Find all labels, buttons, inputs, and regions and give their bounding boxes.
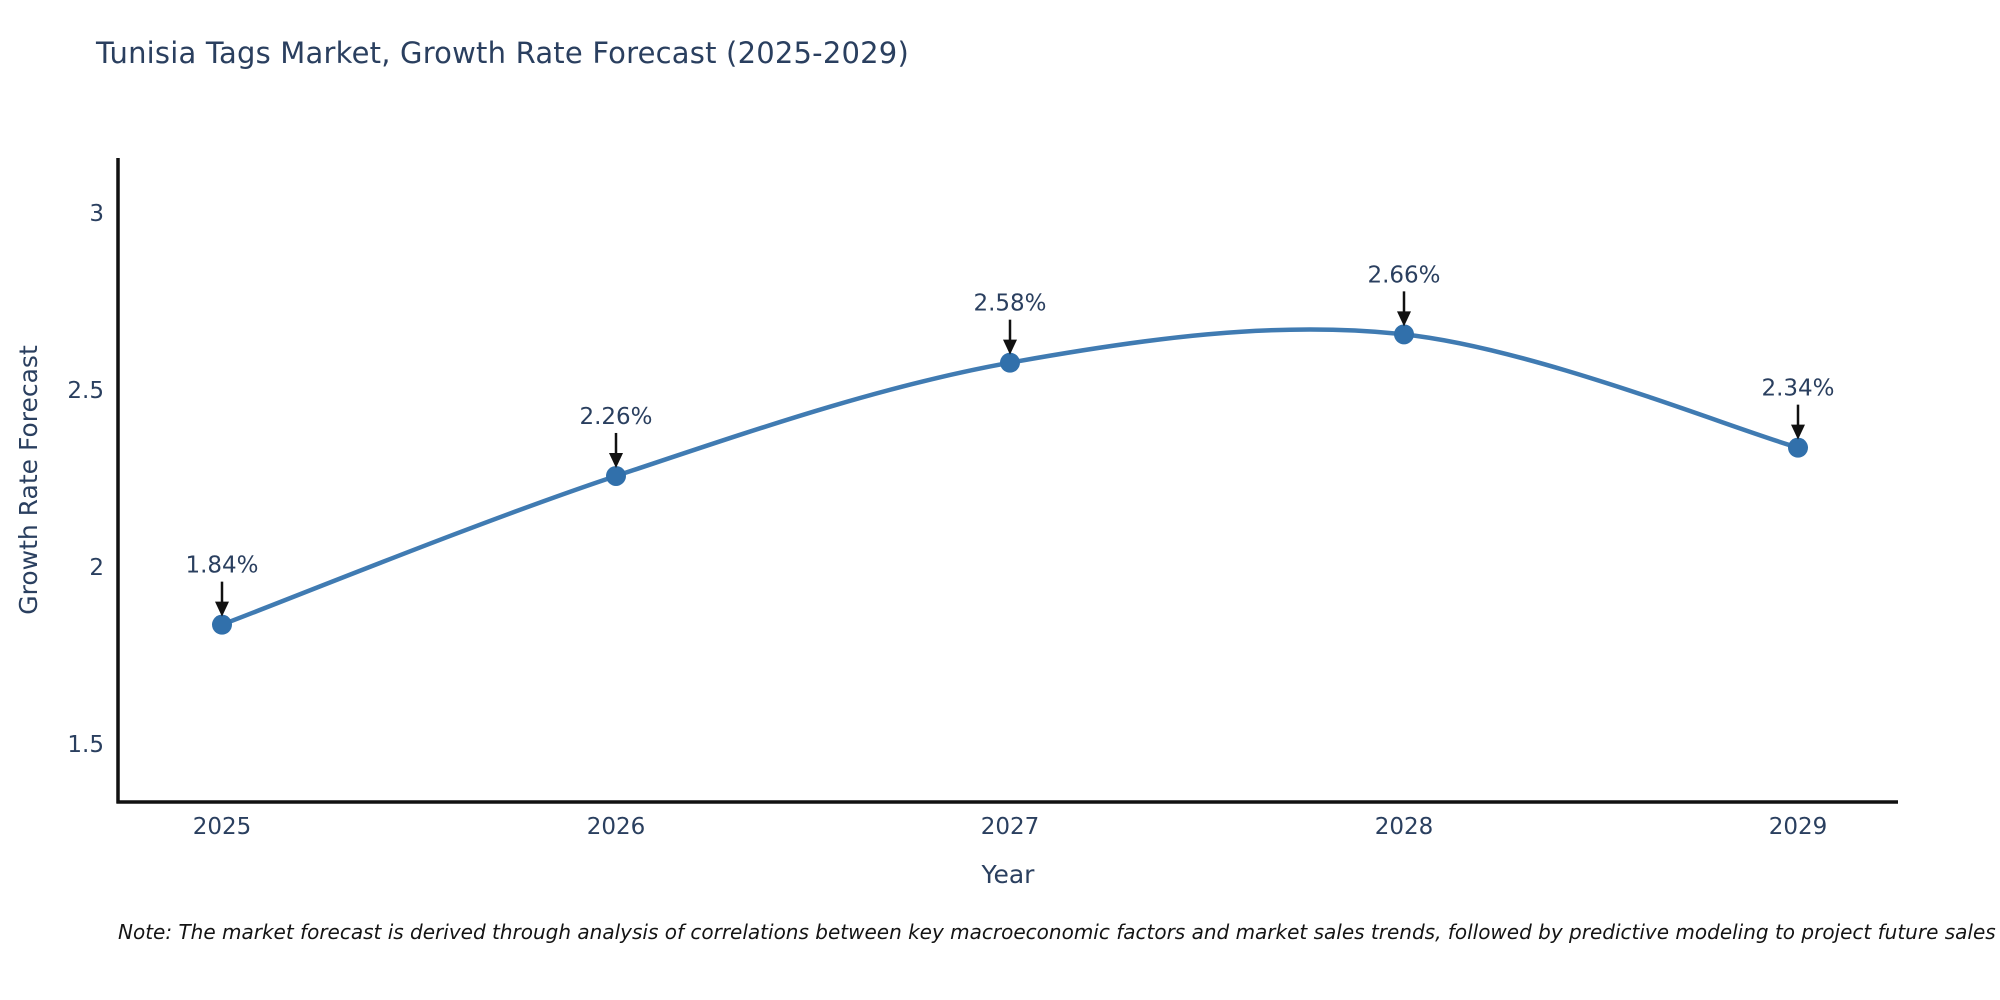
x-tick-label: 2025 xyxy=(193,814,252,840)
x-tick-label: 2029 xyxy=(1769,814,1828,840)
data-point-label: 2.34% xyxy=(1761,376,1834,402)
annotation-arrowhead-icon xyxy=(609,452,623,468)
data-point-label: 1.84% xyxy=(185,553,258,579)
trend-line xyxy=(219,327,1801,627)
y-tick-label: 2 xyxy=(89,555,104,581)
data-point-label: 2.58% xyxy=(973,291,1046,317)
y-tick-label: 3 xyxy=(89,201,104,227)
data-point-label: 2.66% xyxy=(1367,262,1440,288)
y-axis-title: Growth Rate Forecast xyxy=(14,345,43,615)
annotation-arrowhead-icon xyxy=(215,601,229,617)
data-point-marker xyxy=(212,614,232,635)
annotation-arrowhead-icon xyxy=(1397,311,1411,327)
data-point-marker xyxy=(606,465,626,486)
y-tick-label: 2.5 xyxy=(67,378,104,404)
x-axis-title: Year xyxy=(981,860,1035,889)
annotation-arrowhead-icon xyxy=(1791,424,1805,440)
y-tick-label: 1.5 xyxy=(67,732,104,758)
x-tick-label: 2028 xyxy=(1375,814,1434,840)
x-tick-label: 2027 xyxy=(981,814,1040,840)
chart-title: Tunisia Tags Market, Growth Rate Forecas… xyxy=(96,36,909,70)
x-tick-label: 2026 xyxy=(587,814,646,840)
footnote-text: Note: The market forecast is derived thr… xyxy=(118,920,1996,944)
data-point-marker xyxy=(1000,352,1020,373)
data-point-marker xyxy=(1394,324,1414,345)
annotation-arrowhead-icon xyxy=(1003,339,1017,355)
data-point-label: 2.26% xyxy=(579,404,652,430)
data-point-marker xyxy=(1788,437,1808,458)
